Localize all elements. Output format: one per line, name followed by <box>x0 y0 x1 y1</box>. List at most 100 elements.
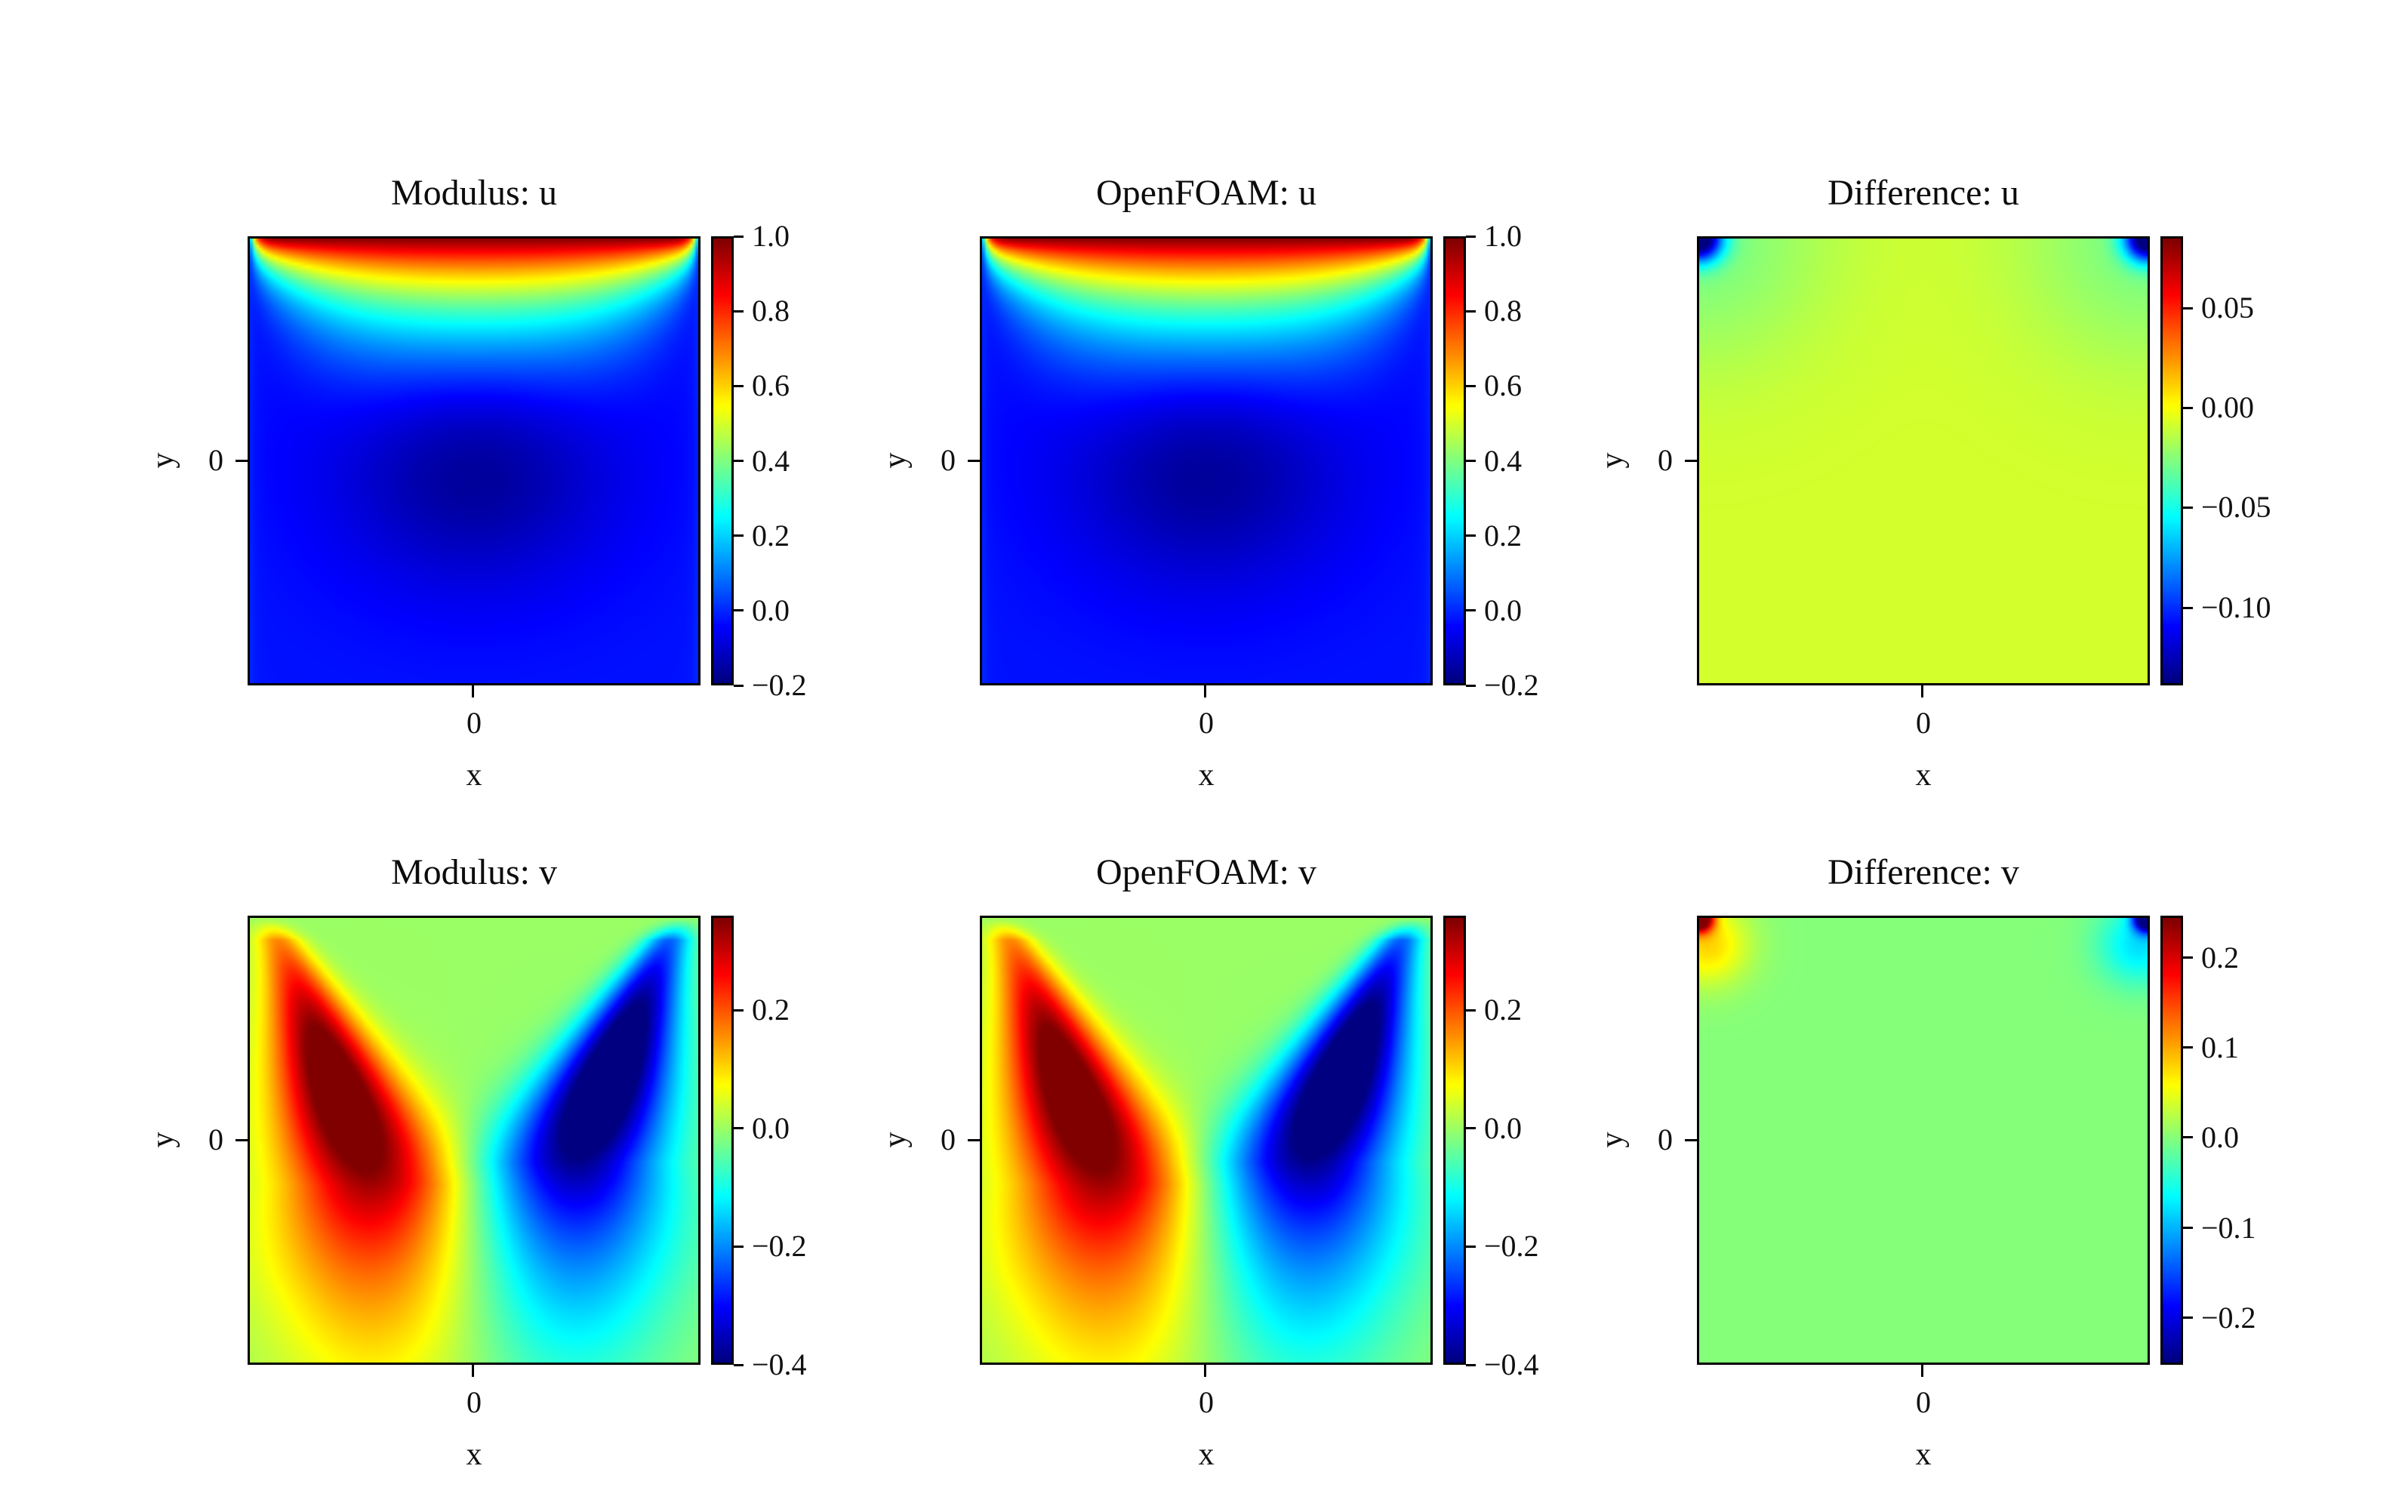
y-tick-mark <box>236 460 248 462</box>
heatmap-modulus-v <box>248 916 701 1365</box>
colorbar-tick-mark <box>1466 460 1476 462</box>
x-axis-label: x <box>466 1437 482 1472</box>
heatmap-openfoam-v <box>980 916 1433 1365</box>
colorbar-tick-label: 0.2 <box>752 518 790 553</box>
x-axis-label: x <box>1198 1437 1215 1472</box>
colorbar-tick-label: 0.0 <box>1484 1110 1522 1145</box>
colorbar-tick-mark <box>734 235 744 238</box>
heatmap-difference-u <box>1697 236 2150 685</box>
colorbar-tick-mark <box>734 1127 744 1130</box>
colorbar-tick-label: 0.2 <box>1484 518 1522 553</box>
colorbar-tick-label: 1.0 <box>752 219 790 253</box>
colorbar <box>2160 916 2183 1365</box>
colorbar <box>1443 916 1466 1365</box>
y-tick-label: 0 <box>208 443 223 477</box>
colorbar-tick-label: −0.4 <box>752 1347 807 1381</box>
y-axis-label: y <box>146 452 180 469</box>
panel-modulus-v: Modulus: v 0 x 0 y 0.2 0.0 −0.2 −0.4 <box>146 852 807 1472</box>
colorbar-tick-mark <box>1466 534 1476 537</box>
colorbar-tick-mark <box>2183 1136 2193 1139</box>
colorbar-tick-mark <box>1466 684 1476 687</box>
colorbar-tick-mark <box>734 1363 744 1366</box>
colorbar-tick-mark <box>734 534 744 537</box>
x-axis-label: x <box>1915 758 1932 793</box>
colorbar-tick-label: 0.00 <box>2201 390 2254 425</box>
colorbar <box>711 236 734 685</box>
colorbar-tick-mark <box>734 1245 744 1248</box>
colorbar-tick-label: −0.1 <box>2201 1210 2256 1245</box>
panel-openfoam-v: OpenFOAM: v 0 x 0 y 0.2 0.0 −0.2 −0.4 <box>878 852 1539 1472</box>
y-axis-label: y <box>878 452 913 469</box>
colorbar-tick-label: −0.2 <box>752 1229 807 1264</box>
x-tick-mark <box>1204 1365 1206 1377</box>
colorbar-tick-label: 0.6 <box>752 368 790 403</box>
x-axis-label: x <box>466 758 482 793</box>
colorbar-tick-mark <box>1466 1127 1476 1130</box>
colorbar-tick-label: −0.2 <box>752 668 807 702</box>
x-tick-label: 0 <box>1916 1385 1931 1419</box>
y-tick-mark <box>236 1139 248 1141</box>
panel-difference-v: Difference: v 0 x 0 y 0.2 0.1 0.0 −0.1 −0.2 <box>1595 852 2256 1472</box>
y-axis-label: y <box>146 1132 180 1148</box>
colorbar-tick-mark <box>1466 309 1476 313</box>
colorbar-tick-mark <box>734 384 744 387</box>
y-axis-label: y <box>878 1132 913 1148</box>
colorbar-tick-label: 0.8 <box>1484 294 1522 328</box>
heatmap-modulus-u <box>248 236 701 685</box>
colorbar-tick-label: 0.2 <box>2201 940 2239 975</box>
plot-title: OpenFOAM: v <box>1095 852 1316 892</box>
colorbar-tick-label: 0.8 <box>752 294 790 328</box>
plot-title: Difference: u <box>1828 173 2019 213</box>
colorbar-tick-mark <box>2183 506 2193 509</box>
colorbar-tick-mark <box>2183 306 2193 309</box>
y-tick-mark <box>1685 460 1697 462</box>
colorbar-tick-mark <box>734 1009 744 1012</box>
x-tick-mark <box>1921 1365 1923 1377</box>
colorbar-tick-mark <box>2183 606 2193 609</box>
y-tick-label: 0 <box>941 443 956 477</box>
x-tick-label: 0 <box>1916 706 1931 740</box>
colorbar <box>1443 236 1466 685</box>
colorbar-tick-mark <box>734 609 744 612</box>
colorbar-tick-label: 0.0 <box>2201 1119 2239 1154</box>
plot-title: Difference: v <box>1828 852 2019 892</box>
panel-difference-u: Difference: u 0 x 0 y 0.05 0.00 −0.05 −0.10 <box>1595 173 2271 793</box>
colorbar-tick-label: 0.6 <box>1484 368 1522 403</box>
colorbar-tick-label: 0.2 <box>752 993 790 1027</box>
panel-openfoam-u: OpenFOAM: u 0 x 0 y 1.0 0.8 0.6 0.4 0.2 0.0 −0… <box>878 173 1539 793</box>
colorbar-tick-mark <box>734 309 744 313</box>
x-tick-mark <box>472 1365 474 1377</box>
x-tick-mark <box>1921 685 1923 697</box>
plot-title: Modulus: v <box>390 852 558 892</box>
colorbar-tick-label: 1.0 <box>1484 219 1522 253</box>
heatmap-difference-v <box>1697 916 2150 1365</box>
colorbar-tick-label: −0.2 <box>2201 1300 2256 1335</box>
x-axis-label: x <box>1915 1437 1932 1472</box>
colorbar-tick-label: 0.0 <box>1484 593 1522 627</box>
plot-title: Modulus: u <box>390 173 558 213</box>
colorbar-tick-label: −0.10 <box>2201 590 2271 625</box>
x-tick-label: 0 <box>1199 706 1214 740</box>
colorbar-tick-label: 0.0 <box>752 1110 790 1145</box>
y-tick-label: 0 <box>941 1122 956 1156</box>
colorbar-tick-label: −0.2 <box>1484 1229 1539 1264</box>
x-tick-label: 0 <box>467 706 482 740</box>
colorbar-tick-label: 0.2 <box>1484 993 1522 1027</box>
y-tick-mark <box>1685 1139 1697 1141</box>
y-axis-label: y <box>1595 1132 1630 1148</box>
colorbar-tick-label: 0.0 <box>752 593 790 627</box>
colorbar-tick-mark <box>1466 1363 1476 1366</box>
y-tick-label: 0 <box>1658 443 1673 477</box>
colorbar-tick-mark <box>2183 1316 2193 1320</box>
colorbar-tick-label: 0.1 <box>2201 1030 2239 1064</box>
x-tick-mark <box>472 685 474 697</box>
colorbar-tick-label: 0.05 <box>2201 291 2254 325</box>
colorbar-tick-label: −0.2 <box>1484 668 1539 702</box>
y-tick-label: 0 <box>208 1122 223 1156</box>
colorbar-tick-mark <box>2183 1227 2193 1230</box>
colorbar-tick-mark <box>1466 1245 1476 1248</box>
colorbar-tick-mark <box>1466 609 1476 612</box>
colorbar-tick-label: −0.4 <box>1484 1347 1539 1381</box>
colorbar-tick-mark <box>734 460 744 462</box>
